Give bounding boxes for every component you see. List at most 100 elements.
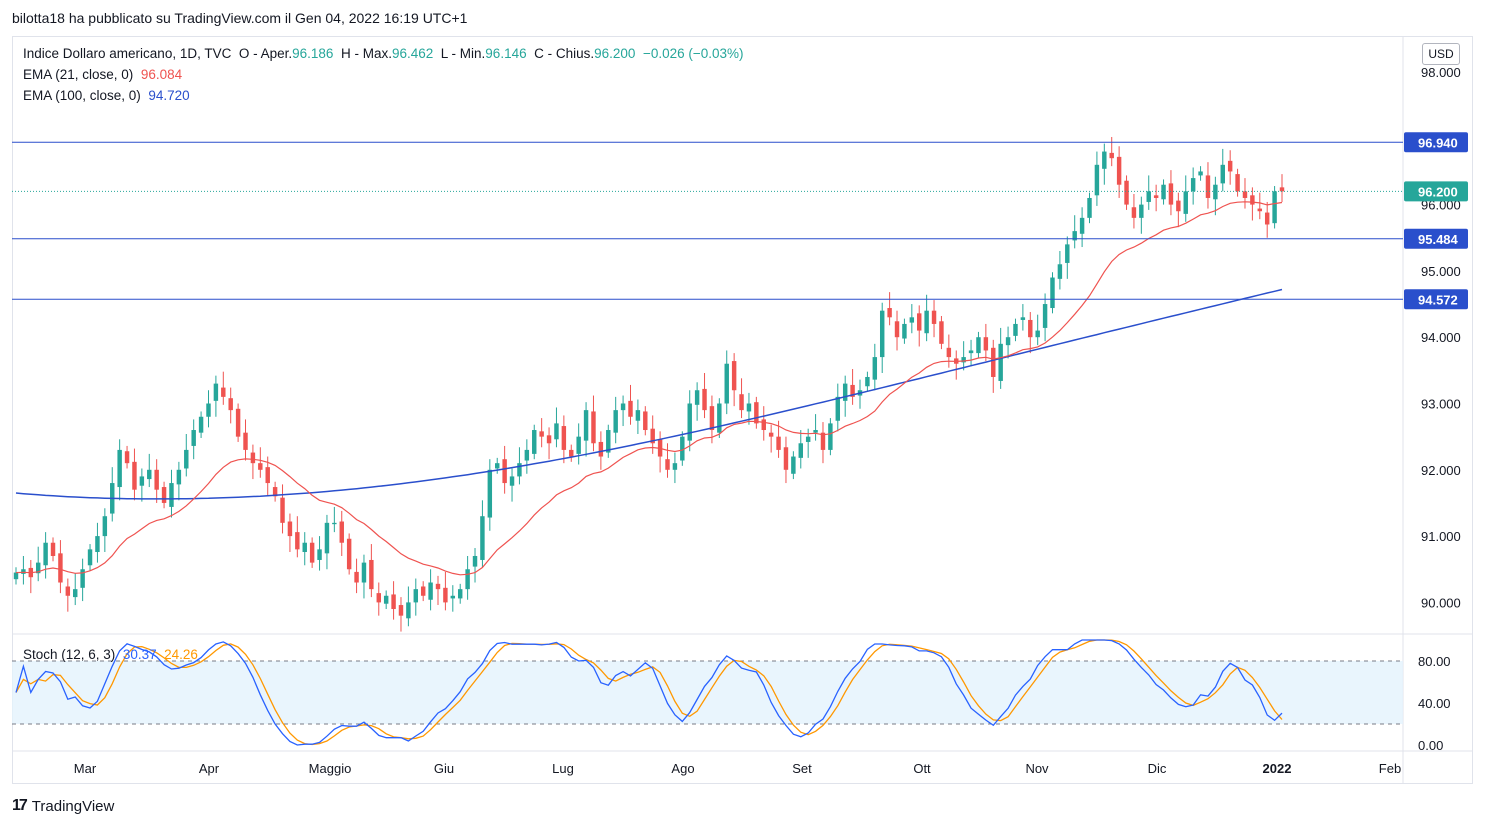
candle-body	[1042, 304, 1048, 328]
time-axis-label: Giu	[434, 761, 454, 776]
candle-body	[324, 522, 330, 554]
candle-body	[976, 337, 981, 354]
candle-body	[665, 459, 670, 470]
horizontal-level-tag	[1404, 132, 1468, 153]
candle-body	[709, 406, 715, 431]
candle-body	[643, 411, 648, 431]
tradingview-logo[interactable]: 17 TradingView	[12, 797, 114, 815]
candle-body	[213, 383, 219, 401]
candle-body	[583, 410, 589, 441]
ema100-legend[interactable]: EMA (100, close, 0) 94.720	[23, 88, 190, 103]
time-axis-label: Lug	[552, 761, 574, 776]
candle-body	[228, 398, 233, 411]
candle-body	[1050, 277, 1055, 309]
candle-body	[465, 569, 470, 590]
candle-body	[961, 357, 966, 363]
last-price-label: 96.200	[1418, 184, 1458, 199]
candle-body	[569, 449, 574, 457]
legend-symbol[interactable]: Indice Dollaro americano, 1D, TVC	[23, 46, 232, 61]
stoch-legend[interactable]: Stoch (12, 6, 3) 30.37 24.26	[23, 647, 198, 662]
candle-body	[198, 416, 204, 433]
ema100-label: EMA (100, close, 0)	[23, 88, 141, 103]
stoch-k-value: 30.37	[122, 647, 157, 662]
time-axis-label: Mar	[74, 761, 97, 776]
candle-body	[1109, 152, 1114, 159]
candle-body	[924, 310, 929, 334]
candle-body	[102, 516, 108, 537]
candle-body	[1005, 337, 1011, 346]
candle-body	[435, 583, 441, 590]
horizontal-level-label: 95.484	[1418, 232, 1459, 247]
candle-body	[783, 447, 789, 470]
candle-body	[1131, 207, 1137, 218]
chart-frame[interactable]	[12, 36, 1473, 784]
candle-body	[894, 321, 900, 338]
candle-body	[1146, 191, 1151, 202]
candle-body	[865, 376, 870, 387]
horizontal-level-tag	[1404, 289, 1468, 310]
candle-body	[65, 586, 71, 596]
candle-body	[1065, 244, 1070, 263]
candle-body	[1205, 175, 1211, 198]
time-axis-label: Ago	[671, 761, 694, 776]
price-axis-label: 92.000	[1421, 463, 1461, 478]
time-axis-label: Maggio	[309, 761, 352, 776]
price-legend[interactable]: Indice Dollaro americano, 1D, TVC O - Ap…	[23, 46, 744, 61]
candle-body	[1190, 178, 1196, 192]
ema100-value: 94.720	[148, 88, 190, 103]
candle-body	[717, 403, 722, 433]
stoch-d-value: 24.26	[164, 647, 198, 662]
candle-body	[250, 452, 256, 464]
candle-body	[754, 402, 759, 424]
ema21-legend[interactable]: EMA (21, close, 0) 96.084	[23, 67, 182, 82]
candle-body	[391, 594, 396, 610]
candle-body	[628, 400, 633, 417]
ema21-value: 96.084	[140, 67, 183, 82]
candle-body	[798, 443, 803, 458]
candle-body	[939, 321, 944, 344]
candle-body	[457, 589, 463, 599]
candle-body	[591, 411, 596, 444]
stoch-k-line	[15, 639, 1283, 746]
candle-body	[694, 390, 700, 405]
candle-body	[272, 487, 278, 497]
stoch-axis-label: 80.00	[1418, 654, 1451, 669]
candle-body	[532, 430, 537, 454]
candle-body	[805, 436, 811, 442]
candle-body	[191, 430, 196, 446]
candle-body	[383, 595, 389, 604]
candle-body	[406, 602, 411, 619]
candle-body	[132, 461, 137, 490]
candle-body	[517, 463, 522, 477]
candle-body	[221, 387, 226, 397]
legend-high-value: 96.462	[391, 46, 434, 61]
candle-body	[287, 521, 293, 537]
candle-body	[1124, 180, 1129, 205]
candle-body	[835, 396, 841, 421]
time-axis-label: Nov	[1025, 761, 1049, 776]
candle-body	[43, 542, 48, 566]
candle-body	[428, 582, 433, 600]
candle-body	[887, 308, 892, 318]
candle-body	[50, 542, 56, 556]
candle-body	[561, 426, 567, 450]
candle-body	[1220, 164, 1225, 184]
candle-body	[58, 553, 63, 583]
candle-body	[1242, 191, 1248, 198]
time-axis-label: Apr	[199, 761, 220, 776]
legend-close-value: 96.200	[594, 46, 636, 61]
price-axis-label: 98.000	[1421, 65, 1461, 80]
legend-change: −0.026 (−0.03%)	[642, 46, 744, 61]
candle-body	[791, 456, 796, 474]
candle-body	[1198, 171, 1203, 176]
candle-body	[1168, 183, 1174, 205]
candle-body	[302, 542, 307, 553]
candle-body	[872, 357, 878, 380]
candle-body	[265, 467, 270, 484]
currency-button[interactable]: USD	[1422, 43, 1460, 65]
candle-body	[280, 497, 285, 523]
candle-body	[495, 463, 500, 469]
candle-body	[702, 388, 707, 411]
candle-body	[1250, 195, 1255, 205]
